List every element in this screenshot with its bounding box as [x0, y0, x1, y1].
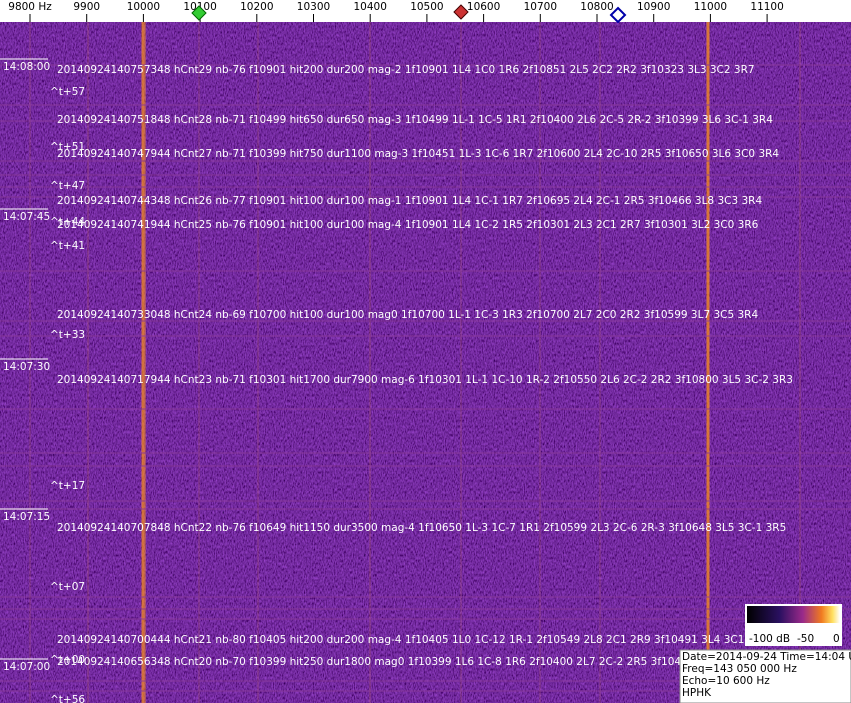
band [0, 174, 851, 176]
band [0, 186, 851, 188]
band [0, 160, 851, 162]
detection-line: 20140924140717944 hCnt23 nb-71 f10301 hi… [57, 374, 793, 386]
marker-green[interactable] [191, 5, 207, 21]
signal-stripes [0, 22, 851, 703]
tick-label: 9900 [73, 1, 100, 13]
stripe [144, 22, 146, 703]
detection-line: 20140924140744348 hCnt26 nb-77 f10901 hi… [57, 195, 762, 207]
tick-label: 10400 [353, 1, 386, 13]
tick-label: 10300 [297, 1, 330, 13]
tag: ^t+07 [50, 581, 85, 593]
band [0, 465, 851, 467]
band [0, 690, 851, 692]
band [0, 320, 851, 322]
tick-label: 10700 [524, 1, 557, 13]
stripe [599, 22, 601, 703]
stripe [87, 22, 89, 703]
band [0, 335, 851, 337]
tick-label: 10200 [240, 1, 273, 13]
tick-label: 10800 [580, 1, 613, 13]
stripe [141, 22, 145, 703]
tag: ^t+17 [50, 480, 85, 492]
tick-label: 10600 [467, 1, 500, 13]
tag: ^t+57 [50, 86, 85, 98]
stripe [29, 22, 31, 703]
info-line: HPHK [682, 687, 712, 699]
info-line: Date=2014-09-24 Time=14:04 UTC [682, 651, 851, 663]
tick-label: 11100 [750, 1, 783, 13]
band [0, 120, 851, 122]
axis-bar [0, 0, 851, 22]
time-label: 14:07:00 [3, 661, 50, 673]
tag: ^t+33 [50, 329, 85, 341]
tag: ^t+47 [50, 180, 85, 192]
band [0, 64, 851, 66]
detection-line: 20140924140747944 hCnt27 nb-71 f10399 hi… [57, 148, 779, 160]
detection-line: 20140924140656348 hCnt20 nb-70 f10399 hi… [57, 656, 745, 668]
tick-label: 10000 [127, 1, 160, 13]
stripe [539, 22, 541, 703]
overlay-text: 14:08:00 14:07:45 14:07:30 14:07:15 14:07:00… [0, 58, 793, 703]
detection-line: 20140924140751848 hCnt28 nb-71 f10499 hi… [57, 114, 773, 126]
detection-line: 20140924140700444 hCnt21 nb-80 f10405 hi… [57, 634, 768, 646]
time-label: 14:07:30 [3, 361, 50, 373]
stripe [257, 22, 259, 703]
tick-label: 10900 [637, 1, 670, 13]
tag: ^t+41 [50, 240, 85, 252]
stripe [706, 22, 710, 703]
stripe [198, 22, 200, 703]
band [0, 508, 851, 510]
band [0, 408, 851, 410]
time-label: 14:07:45 [3, 211, 50, 223]
tag: ^t+44 [50, 216, 85, 228]
colorbar-label: -50 [797, 633, 814, 645]
marker-blue[interactable] [609, 6, 627, 24]
marker-red[interactable] [453, 4, 469, 20]
band [0, 596, 851, 598]
band [0, 680, 851, 682]
band [0, 452, 851, 454]
info-line: Echo=10 600 Hz [682, 675, 770, 687]
time-label: 14:08:00 [3, 61, 50, 73]
stripe [369, 22, 371, 703]
detection-line: 20140924140741944 hCnt25 nb-76 f10901 hi… [57, 219, 759, 231]
colorbar-label: -100 dB [749, 633, 790, 645]
stripe [799, 22, 801, 703]
detection-line: 20140924140707848 hCnt22 nb-76 f10649 hi… [57, 522, 786, 534]
tick-label: 9800 Hz [8, 1, 52, 13]
band [0, 500, 851, 502]
colorbar-label: 0 [833, 633, 840, 645]
info-box [679, 649, 851, 703]
frequency-axis: 9800 Hz990010000101001020010300104001050… [8, 1, 784, 22]
time-label: 14:07:15 [3, 511, 50, 523]
tag: ^t+00 [50, 654, 85, 666]
stripe [460, 22, 462, 703]
tick-label: 11000 [694, 1, 727, 13]
band [0, 270, 851, 272]
tag: ^t+51 [50, 141, 85, 153]
band [0, 196, 851, 198]
detection-line: 20140924140757348 hCnt29 nb-76 f10901 hi… [57, 64, 755, 76]
detection-line: 20140924140733048 hCnt24 nb-69 f10700 hi… [57, 309, 758, 321]
band [0, 608, 851, 610]
tag: ^t+56 [50, 694, 85, 703]
tick-label: 10500 [410, 1, 443, 13]
colorbar [747, 606, 840, 623]
band [0, 618, 851, 620]
band [0, 104, 851, 106]
info-line: Freq=143 050 000 Hz [682, 663, 797, 675]
